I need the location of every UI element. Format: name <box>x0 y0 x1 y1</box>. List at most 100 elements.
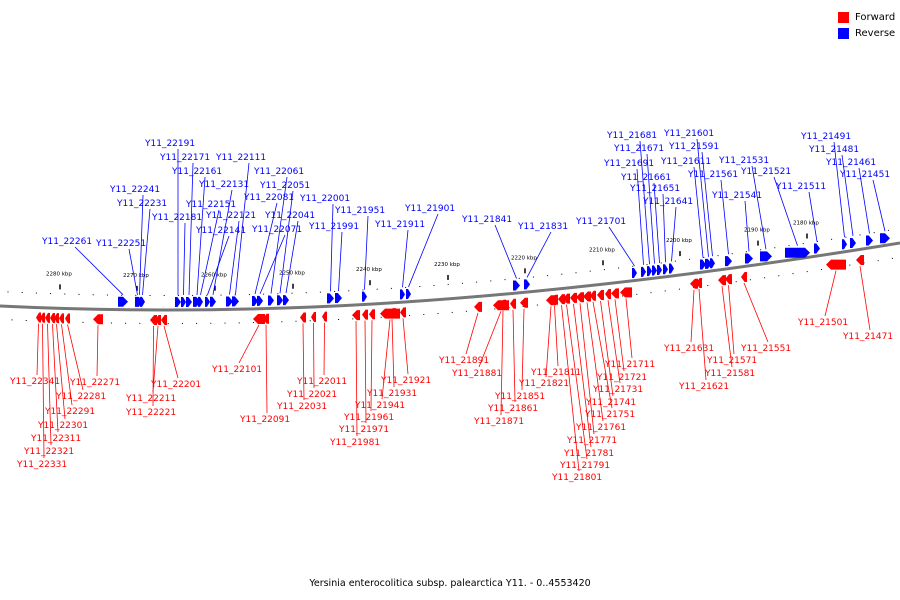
reverse-gene-arrow <box>524 279 530 290</box>
reverse-gene-label: Y11_21561 <box>687 170 738 180</box>
scale-label: 2250 kbp <box>279 271 305 277</box>
reverse-leader-line <box>74 246 124 295</box>
reverse-leader-line <box>526 231 552 278</box>
legend-forward-label: Forward <box>855 11 896 23</box>
forward-gene-label: Y11_21851 <box>494 392 545 402</box>
scale-label: 2230 kbp <box>434 262 460 268</box>
forward-leader-line <box>573 303 592 448</box>
reverse-gene-label: Y11_21701 <box>575 217 626 227</box>
chromosome-backbone <box>0 241 900 312</box>
forward-leader-line <box>152 325 159 393</box>
reverse-gene-label: Y11_22141 <box>195 226 246 236</box>
forward-leader-line <box>690 289 695 343</box>
legend-forward: Forward <box>838 9 895 25</box>
reverse-gene-label: Y11_21461 <box>825 158 876 168</box>
reverse-leader-line <box>402 229 409 288</box>
forward-gene-label: Y11_21501 <box>797 318 848 328</box>
forward-gene-label: Y11_21781 <box>563 449 614 459</box>
forward-gene-label: Y11_22331 <box>16 460 67 470</box>
reverse-gene-label: Y11_21481 <box>808 145 859 155</box>
reverse-gene-label: Y11_21601 <box>663 129 714 139</box>
reverse-gene-arrow <box>652 265 657 276</box>
forward-gene-label: Y11_22201 <box>150 380 201 390</box>
forward-gene-label: Y11_21731 <box>592 385 643 395</box>
forward-gene-label: Y11_21721 <box>596 373 647 383</box>
reverse-leader-line <box>833 141 845 238</box>
forward-leader-line <box>554 305 559 367</box>
forward-gene-arrow <box>300 312 306 323</box>
forward-gene-arrow <box>563 293 570 304</box>
reverse-gene-arrow <box>137 296 142 307</box>
reverse-gene-label: Y11_22171 <box>159 153 210 163</box>
reverse-leader-line <box>229 220 240 295</box>
reverse-leader-line <box>259 234 286 295</box>
forward-gene-label: Y11_22221 <box>125 408 176 418</box>
reverse-gene-arrow <box>118 296 128 307</box>
reverse-gene-label: Y11_21691 <box>603 159 654 169</box>
gene-leader-lines <box>36 138 886 472</box>
forward-leader-line <box>478 311 502 368</box>
forward-gene-label: Y11_21771 <box>566 436 617 446</box>
forward-gene-arrow <box>690 278 698 289</box>
reverse-gene-label: Y11_22051 <box>259 181 310 191</box>
forward-gene-arrow <box>263 313 269 324</box>
forward-gene-label: Y11_21621 <box>678 382 729 392</box>
forward-gene-arrow <box>352 310 360 321</box>
reverse-leader-line <box>858 167 870 234</box>
forward-gene-label: Y11_22031 <box>276 402 327 412</box>
reverse-gene-label: Y11_22131 <box>198 180 249 190</box>
reverse-leader-line <box>653 182 660 263</box>
forward-gene-label: Y11_21751 <box>584 410 635 420</box>
reverse-leader-line <box>773 176 798 246</box>
reverse-gene-arrow <box>700 259 706 270</box>
forward-gene-label: Y11_21471 <box>842 332 893 342</box>
forward-gene-label: Y11_22091 <box>239 415 290 425</box>
forward-leader-line <box>67 324 84 391</box>
reverse-leader-line <box>608 226 635 267</box>
reverse-gene-arrow <box>641 266 646 277</box>
forward-gene-arrow <box>741 272 747 283</box>
reverse-gene-label: Y11_21521 <box>740 167 791 177</box>
forward-gene-label: Y11_22281 <box>55 392 106 402</box>
forward-gene-label: Y11_22291 <box>44 407 95 417</box>
reverse-gene-arrow <box>283 295 289 306</box>
forward-gene-label: Y11_21741 <box>585 398 636 408</box>
reverse-gene-label: Y11_21591 <box>668 142 719 152</box>
reverse-gene-label: Y11_21681 <box>606 131 657 141</box>
forward-gene-arrow <box>558 294 565 305</box>
forward-gene-label: Y11_22011 <box>296 377 347 387</box>
forward-leader-line <box>465 312 479 355</box>
reverse-gene-label: Y11_21911 <box>374 220 425 230</box>
reverse-gene-label: Y11_21671 <box>613 144 664 154</box>
forward-gene-arrow <box>611 288 619 299</box>
reverse-gene-arrow <box>210 296 216 307</box>
forward-gene-arrow <box>856 255 864 266</box>
forward-gene-label: Y11_22211 <box>125 394 176 404</box>
forward-gene-arrow <box>605 289 611 300</box>
reverse-leader-line <box>128 248 138 295</box>
reverse-leader-line <box>662 193 666 263</box>
reverse-gene-arrow <box>277 295 283 306</box>
forward-leader-line <box>521 308 525 391</box>
reverse-leader-line <box>751 165 767 250</box>
forward-leader-line <box>859 265 871 331</box>
reverse-gene-arrow <box>362 291 367 302</box>
forward-leader-line <box>586 302 604 422</box>
forward-gene-arrow <box>54 313 59 324</box>
reverse-gene-arrow <box>181 297 186 308</box>
forward-gene-arrow <box>322 311 327 322</box>
reverse-leader-line <box>235 162 250 295</box>
reverse-gene-label: Y11_21831 <box>517 222 568 232</box>
forward-gene-arrow <box>570 292 577 303</box>
forward-gene-arrow <box>65 313 70 324</box>
forward-leader-line <box>238 324 260 364</box>
reverse-gene-arrow <box>669 263 674 274</box>
forward-gene-label: Y11_21821 <box>518 379 569 389</box>
reverse-leader-line <box>139 194 144 295</box>
reverse-gene-arrow <box>647 266 652 277</box>
forward-leader-line <box>824 270 837 317</box>
reverse-gene-label: Y11_21901 <box>404 204 455 214</box>
reverse-gene-label: Y11_22061 <box>253 167 304 177</box>
